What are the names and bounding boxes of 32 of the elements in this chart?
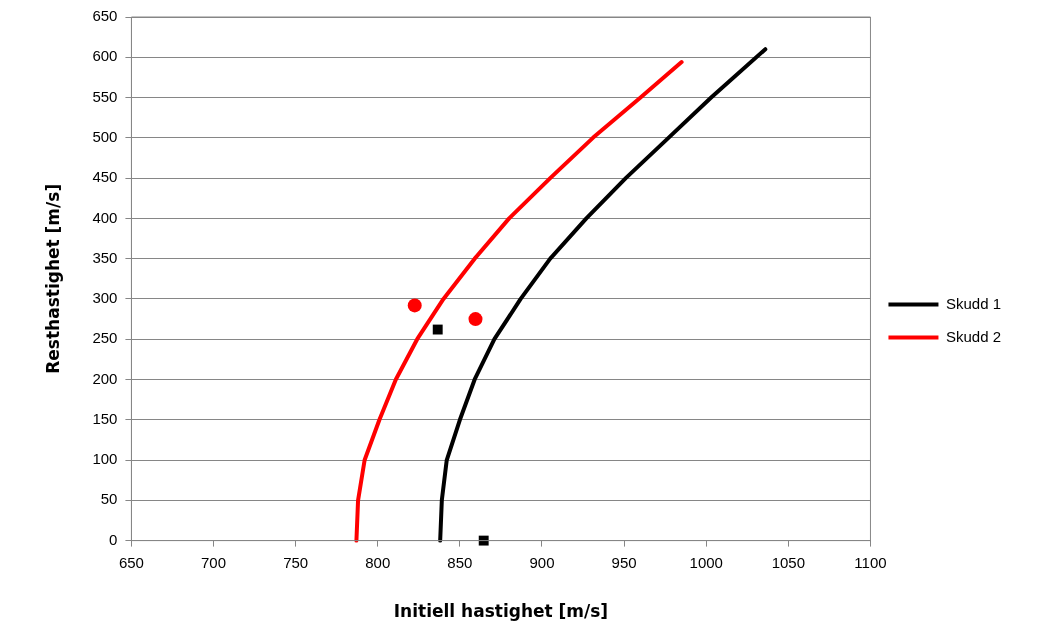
x-tick-label: 950 — [611, 553, 637, 571]
y-tick-label: 500 — [92, 127, 118, 145]
y-tick-label: 300 — [92, 289, 118, 307]
x-tick-label: 850 — [447, 553, 473, 571]
y-tick-label: 0 — [109, 530, 118, 548]
legend-label: Skudd 1 — [945, 294, 1002, 312]
point — [432, 324, 443, 335]
y-tick-label: 250 — [92, 329, 118, 347]
point — [468, 312, 483, 327]
point — [407, 298, 422, 313]
x-tick-label: 1000 — [689, 553, 723, 571]
y-tick-label: 600 — [92, 47, 118, 65]
y-tick-label: 150 — [92, 409, 118, 427]
y-tick-label: 50 — [100, 490, 118, 508]
x-tick-label: 800 — [365, 553, 391, 571]
x-tick-label: 700 — [201, 553, 227, 571]
y-tick-label: 350 — [92, 248, 118, 266]
x-tick-label: 750 — [283, 553, 309, 571]
x-tick-label: 1100 — [854, 553, 887, 571]
legend-label: Skudd 2 — [945, 327, 1002, 345]
y-tick-label: 400 — [92, 208, 118, 226]
point — [478, 535, 489, 546]
y-tick-label: 450 — [92, 168, 118, 186]
x-tick-label: 650 — [118, 553, 144, 571]
y-tick-label: 550 — [92, 87, 118, 105]
y-axis-title: Resthastighet [m/s] — [42, 183, 63, 374]
y-tick-label: 200 — [92, 369, 118, 387]
x-axis-title: Initiell hastighet [m/s] — [393, 601, 609, 622]
y-tick-label: 100 — [92, 450, 118, 468]
y-tick-label: 650 — [92, 7, 118, 25]
x-tick-label: 1050 — [771, 553, 806, 571]
x-tick-label: 900 — [529, 553, 555, 571]
